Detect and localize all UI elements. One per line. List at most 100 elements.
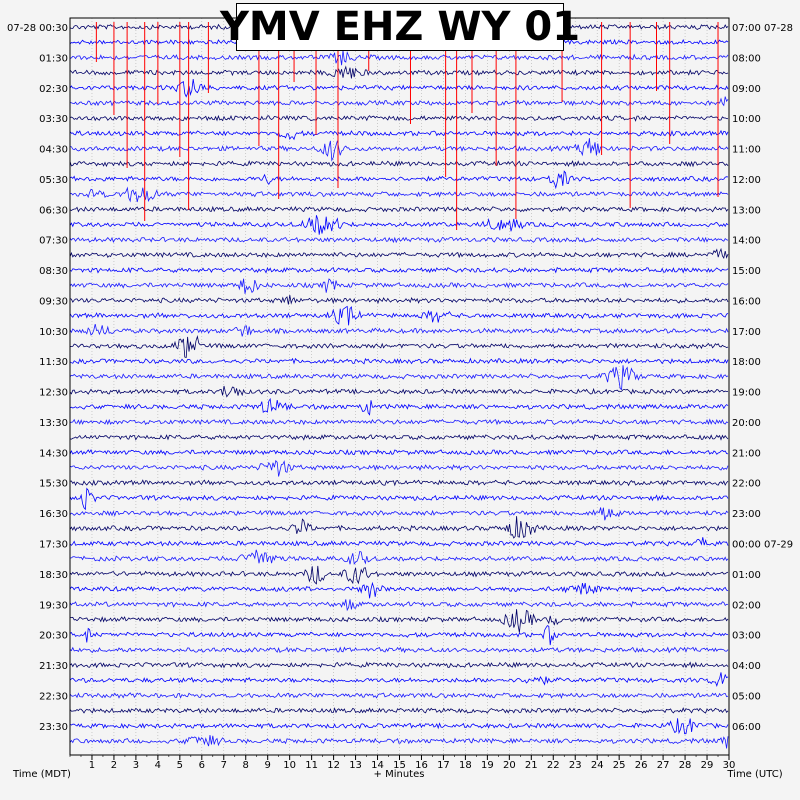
right-time-label: 12:00 bbox=[732, 175, 761, 186]
x-tick-label: 30 bbox=[723, 760, 736, 771]
seismic-trace bbox=[69, 507, 729, 521]
seismic-trace bbox=[69, 357, 729, 365]
right-date-label: 07-28 bbox=[764, 23, 793, 34]
x-tick-label: 29 bbox=[701, 760, 714, 771]
seismic-trace bbox=[69, 160, 729, 168]
seismic-traces bbox=[69, 18, 729, 749]
seismic-trace bbox=[69, 324, 729, 337]
x-tick-label: 27 bbox=[657, 760, 670, 771]
left-time-label: 04:30 bbox=[39, 145, 68, 156]
seismic-trace bbox=[69, 186, 729, 203]
left-time-label: 19:30 bbox=[39, 600, 68, 611]
right-time-label: 22:00 bbox=[732, 479, 761, 490]
seismic-trace bbox=[69, 79, 729, 98]
right-axis-label: Time (UTC) bbox=[726, 769, 782, 780]
seismic-trace bbox=[69, 365, 729, 391]
left-time-label: 17:30 bbox=[39, 540, 68, 551]
seismic-trace bbox=[69, 459, 729, 477]
seismic-trace bbox=[69, 625, 729, 646]
x-tick-label: 20 bbox=[503, 760, 516, 771]
seismic-trace bbox=[69, 433, 729, 441]
right-time-label: 13:00 bbox=[732, 205, 761, 216]
left-time-label: 09:30 bbox=[39, 296, 68, 307]
axis-labels: 1 2 3 4 5 6 7 8 9 10 11 12 13 14 15 16 17 18 19 20 21 22 23 24 2… bbox=[7, 23, 793, 780]
seismic-trace bbox=[69, 479, 729, 487]
left-time-label: 22:30 bbox=[39, 691, 68, 702]
x-tick-label: 28 bbox=[679, 760, 692, 771]
left-time-label: 13:30 bbox=[39, 418, 68, 429]
seismic-trace bbox=[69, 646, 729, 654]
left-time-label: 01:30 bbox=[39, 53, 68, 64]
x-tick-label: 24 bbox=[591, 760, 604, 771]
x-tick-label: 26 bbox=[635, 760, 648, 771]
left-time-label: 07:30 bbox=[39, 236, 68, 247]
x-axis-label: + Minutes bbox=[374, 769, 425, 780]
x-tick-label: 7 bbox=[221, 760, 227, 771]
seismic-trace bbox=[69, 205, 729, 213]
x-tick-label: 9 bbox=[265, 760, 271, 771]
seismic-trace bbox=[69, 487, 729, 511]
left-time-label: 23:30 bbox=[39, 722, 68, 733]
x-tick-label: 21 bbox=[525, 760, 538, 771]
left-time-label: 06:30 bbox=[39, 205, 68, 216]
x-tick-label: 4 bbox=[155, 760, 161, 771]
left-time-label: 18:30 bbox=[39, 570, 68, 581]
right-time-label: 21:00 bbox=[732, 448, 761, 459]
x-tick-label: 19 bbox=[481, 760, 494, 771]
x-tick-label: 16 bbox=[415, 760, 428, 771]
right-time-label: 01:00 bbox=[732, 570, 761, 581]
chart-title-box: YMV EHZ WY 01 bbox=[220, 3, 580, 51]
x-tick-label: 25 bbox=[613, 760, 626, 771]
left-time-label: 20:30 bbox=[39, 631, 68, 642]
x-tick-label: 5 bbox=[177, 760, 183, 771]
left-time-label: 14:30 bbox=[39, 448, 68, 459]
seismic-trace bbox=[69, 599, 729, 612]
right-time-label: 11:00 bbox=[732, 145, 761, 156]
right-time-label: 17:00 bbox=[732, 327, 761, 338]
right-time-label: 20:00 bbox=[732, 418, 761, 429]
left-time-label: 11:30 bbox=[39, 357, 68, 368]
right-time-label: 06:00 bbox=[732, 722, 761, 733]
left-time-label: 12:30 bbox=[39, 388, 68, 399]
x-tick-label: 22 bbox=[547, 760, 560, 771]
seismic-trace bbox=[69, 565, 729, 585]
x-tick-label: 12 bbox=[327, 760, 340, 771]
seismic-trace bbox=[69, 215, 729, 235]
seismic-trace bbox=[69, 581, 729, 599]
seismic-trace bbox=[69, 516, 729, 539]
seismic-trace bbox=[69, 537, 729, 547]
x-tick-label: 18 bbox=[459, 760, 472, 771]
x-tick-label: 1 bbox=[89, 760, 95, 771]
seismic-trace bbox=[69, 718, 729, 735]
left-axis-label: Time (MDT) bbox=[12, 769, 71, 780]
x-tick-label: 6 bbox=[199, 760, 205, 771]
seismic-trace bbox=[69, 661, 729, 669]
x-tick-label: 3 bbox=[133, 760, 139, 771]
left-time-label: 10:30 bbox=[39, 327, 68, 338]
seismic-trace bbox=[69, 266, 729, 274]
x-tick-label: 14 bbox=[371, 760, 384, 771]
right-time-label: 02:00 bbox=[732, 600, 761, 611]
x-tick-label: 11 bbox=[305, 760, 318, 771]
x-tick-label: 17 bbox=[437, 760, 450, 771]
seismic-trace bbox=[69, 609, 729, 633]
seismic-trace bbox=[69, 170, 729, 190]
left-time-label: 16:30 bbox=[39, 509, 68, 520]
seismic-trace bbox=[69, 549, 729, 565]
x-tick-label: 15 bbox=[393, 760, 406, 771]
seismic-trace bbox=[69, 397, 729, 416]
seismic-trace bbox=[69, 305, 729, 326]
seismic-trace bbox=[69, 236, 729, 244]
left-time-label: 21:30 bbox=[39, 661, 68, 672]
left-date-label: 07-28 bbox=[7, 23, 36, 34]
seismic-trace bbox=[69, 138, 729, 162]
right-time-label: 10:00 bbox=[732, 114, 761, 125]
left-time-label: 05:30 bbox=[39, 175, 68, 186]
right-time-label: 03:00 bbox=[732, 631, 761, 642]
seismic-trace bbox=[69, 734, 729, 749]
seismic-trace bbox=[69, 50, 729, 66]
right-time-label: 16:00 bbox=[732, 296, 761, 307]
seismic-trace bbox=[69, 672, 729, 688]
